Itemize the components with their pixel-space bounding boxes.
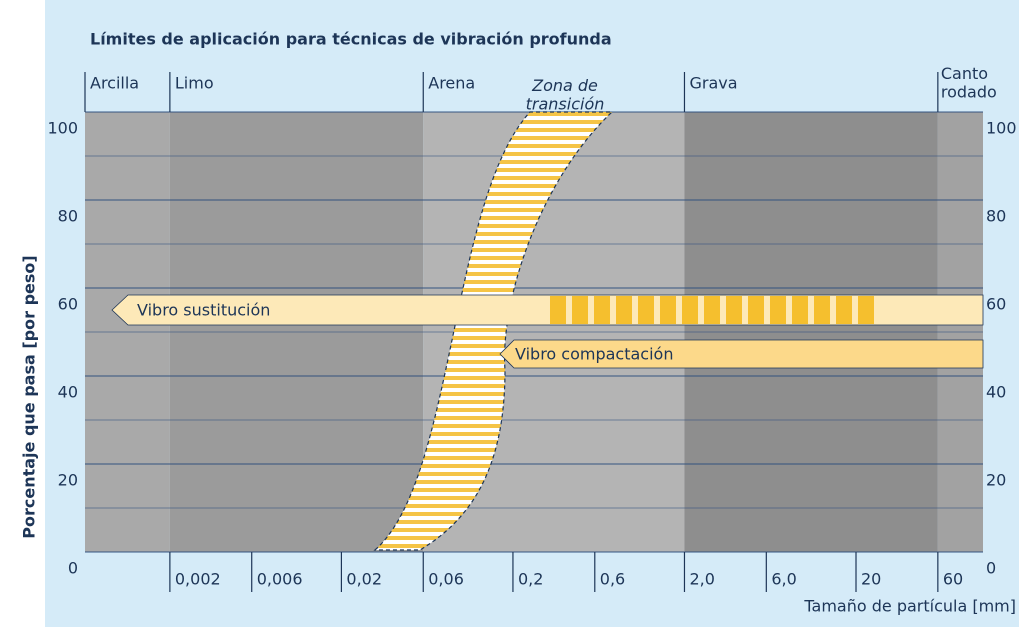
y-tick-label: 40 [58,383,78,402]
x-tick-label: 0,006 [257,570,303,589]
zone-label: Arena [428,74,475,93]
zone-label: Canto rodado [941,64,997,101]
x-tick-label: 0,06 [428,570,464,589]
method-label: Vibro compactación [515,345,673,364]
y-tick-label-right: 0 [986,559,996,578]
y-tick-label-right: 40 [986,383,1006,402]
x-axis-title: Tamaño de partícula [mm] [803,597,1016,616]
y-tick-label: 100 [47,119,78,138]
x-tick-label: 0,02 [346,570,382,589]
zone-label: Grava [689,74,737,93]
zone-label: Limo [175,74,214,93]
x-tick-label: 6,0 [771,570,796,589]
y-tick-label: 80 [58,207,78,226]
transition-label: Zona de transición [526,76,605,113]
arrow-compaction [499,339,984,369]
method-label: Vibro sustitución [137,301,270,320]
y-tick-label-right: 80 [986,207,1006,226]
y-tick-label-right: 100 [986,119,1017,138]
y-axis-title: Porcentaje que pasa [por peso] [20,255,39,538]
x-tick-label: 0,002 [175,570,221,589]
y-tick-label-right: 60 [986,295,1006,314]
transition-band [373,111,614,551]
chart-title: Límites de aplicación para técnicas de v… [90,30,612,49]
zone-label: Arcilla [90,74,139,93]
y-tick-label-right: 20 [986,471,1006,490]
y-tick-label: 20 [58,471,78,490]
y-tick-label: 60 [58,295,78,314]
y-tick-label: 0 [68,559,78,578]
arrow-stripes [545,296,875,324]
x-tick-label: 0,6 [600,570,625,589]
x-tick-label: 2,0 [689,570,714,589]
x-tick-label: 20 [861,570,881,589]
x-tick-label: 60 [943,570,963,589]
x-tick-label: 0,2 [518,570,543,589]
